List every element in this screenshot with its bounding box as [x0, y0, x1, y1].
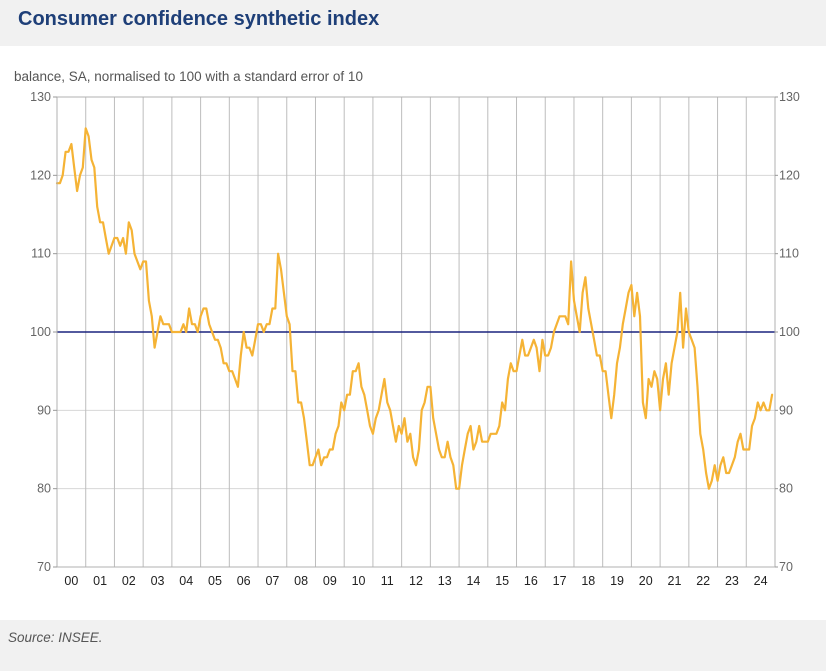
y-tick-label-left: 130: [30, 90, 51, 104]
series-group: [55, 127, 774, 490]
x-tick-label: 20: [639, 574, 653, 588]
y-tick-label-right: 110: [779, 247, 799, 261]
x-tick-label: 13: [438, 574, 452, 588]
x-tick-label: 23: [725, 574, 739, 588]
line-chart: 70 70 80 80 90 90 100 100 110 110 120 120 130 130 00 01…: [30, 90, 800, 588]
y-tick-label-right: 90: [779, 403, 793, 417]
y-tick-label-left: 110: [31, 247, 51, 261]
chart-title: Consumer confidence synthetic index: [18, 8, 380, 30]
x-tick-label: 15: [495, 574, 509, 588]
x-tick-label: 06: [237, 574, 251, 588]
x-tick-label: 16: [524, 574, 538, 588]
source-note: Source: INSEE.: [8, 630, 103, 645]
x-tick-label: 07: [265, 574, 279, 588]
x-tick-label: 19: [610, 574, 624, 588]
y-tick-label-right: 120: [779, 168, 800, 182]
y-tick-label-right: 80: [779, 482, 793, 496]
x-tick-label: 03: [151, 574, 165, 588]
x-tick-label: 10: [352, 574, 366, 588]
x-tick-label: 17: [553, 574, 567, 588]
x-tick-label: 12: [409, 574, 423, 588]
x-tick-label: 11: [381, 574, 394, 588]
y-tick-label-left: 80: [37, 482, 51, 496]
y-tick-label-left: 120: [30, 168, 51, 182]
x-tick-label: 09: [323, 574, 337, 588]
chart-panel: balance, SA, normalised to 100 with a st…: [0, 46, 826, 620]
axes-group: 70 70 80 80 90 90 100 100 110 110 120 120 130 130 00 01…: [30, 90, 800, 588]
y-tick-label-right: 70: [779, 560, 793, 574]
y-tick-label-left: 90: [37, 403, 51, 417]
y-tick-label-left: 100: [30, 325, 51, 339]
x-tick-label: 00: [64, 574, 78, 588]
x-tick-label: 01: [93, 574, 107, 588]
x-tick-label: 04: [179, 574, 193, 588]
x-tick-label: 18: [581, 574, 595, 588]
y-tick-label-left: 70: [37, 560, 51, 574]
x-tick-label: 21: [668, 574, 682, 588]
x-tick-label: 14: [466, 574, 480, 588]
y-axis-label: balance, SA, normalised to 100 with a st…: [14, 69, 363, 84]
series-line-consumer-confidence: [55, 127, 774, 490]
x-tick-label: 24: [754, 574, 768, 588]
x-tick-label: 08: [294, 574, 308, 588]
y-tick-label-right: 130: [779, 90, 800, 104]
y-tick-label-right: 100: [779, 325, 800, 339]
x-tick-label: 22: [696, 574, 710, 588]
x-tick-label: 05: [208, 574, 222, 588]
x-tick-label: 02: [122, 574, 136, 588]
